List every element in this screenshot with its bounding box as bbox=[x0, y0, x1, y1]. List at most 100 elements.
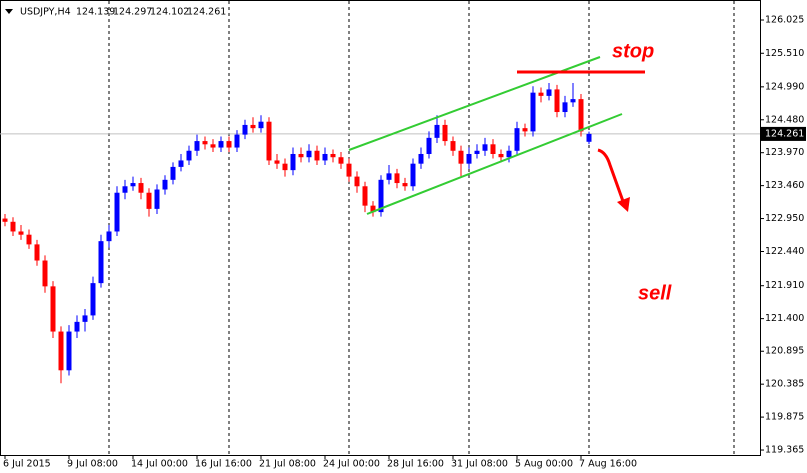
price-label: 124.261 bbox=[765, 128, 804, 139]
candle-body bbox=[2, 218, 8, 222]
candle-body bbox=[90, 283, 96, 316]
y-tick-label: 119.365 bbox=[765, 445, 804, 456]
open-value: 124.139 bbox=[76, 7, 115, 18]
candle-body bbox=[26, 234, 32, 245]
candle-body bbox=[274, 160, 280, 164]
candle-body bbox=[450, 141, 456, 151]
candle-body bbox=[290, 153, 296, 171]
candle-body bbox=[354, 176, 360, 187]
x-tick-label: 9 Jul 08:00 bbox=[67, 459, 118, 470]
x-tick-label: 5 Aug 00:00 bbox=[515, 459, 573, 470]
period-separators bbox=[108, 1, 735, 455]
candle-body bbox=[490, 144, 496, 154]
candle-body bbox=[314, 150, 320, 161]
candle-body bbox=[194, 141, 200, 151]
candle-body bbox=[418, 153, 424, 164]
candle-body bbox=[330, 153, 336, 158]
candle-body bbox=[106, 231, 112, 242]
sell-arrow bbox=[597, 148, 626, 205]
candle-body bbox=[442, 124, 448, 142]
candle-body bbox=[138, 183, 144, 193]
candle-body bbox=[578, 99, 584, 132]
low-value: 124.102 bbox=[150, 7, 189, 18]
candle-body bbox=[242, 124, 248, 135]
x-tick-label: 28 Jul 16:00 bbox=[387, 459, 444, 470]
candle-body bbox=[570, 99, 576, 103]
candle-body bbox=[370, 205, 376, 213]
candle-body bbox=[18, 231, 24, 235]
candle-body bbox=[514, 128, 520, 151]
y-tick-label: 121.400 bbox=[765, 313, 804, 324]
candle-body bbox=[474, 150, 480, 154]
candle-body bbox=[170, 166, 176, 180]
candle-body bbox=[434, 124, 440, 138]
candle-body bbox=[410, 163, 416, 187]
candle-body bbox=[42, 260, 48, 287]
candle-body bbox=[226, 141, 232, 148]
candle-body bbox=[362, 186, 368, 206]
y-tick-label: 126.025 bbox=[765, 15, 804, 26]
x-tick-label: 24 Jul 00:00 bbox=[323, 459, 380, 470]
price-label-box bbox=[761, 126, 806, 141]
candle-body bbox=[306, 150, 312, 158]
stop-label: stop bbox=[612, 40, 654, 62]
channel-lower bbox=[366, 113, 623, 215]
candle-body bbox=[378, 179, 384, 213]
candle-body bbox=[146, 192, 152, 209]
y-tick-label: 123.460 bbox=[765, 180, 804, 191]
candle-body bbox=[66, 331, 72, 371]
candle-body bbox=[282, 163, 288, 171]
candle-body bbox=[506, 150, 512, 158]
candle-body bbox=[538, 92, 544, 96]
sell-label: sell bbox=[638, 282, 672, 304]
candle-body bbox=[58, 331, 64, 371]
candle-body bbox=[322, 153, 328, 161]
candle-body bbox=[298, 153, 304, 158]
candle-body bbox=[562, 102, 568, 113]
candle-body bbox=[554, 89, 560, 113]
candle-body bbox=[186, 150, 192, 161]
candle-body bbox=[458, 150, 464, 164]
y-tick-label: 124.990 bbox=[765, 81, 804, 92]
y-tick-label: 123.970 bbox=[765, 147, 804, 158]
candle-body bbox=[162, 179, 168, 190]
y-tick-label: 120.385 bbox=[765, 379, 804, 390]
candle-body bbox=[10, 221, 16, 232]
candle-body bbox=[386, 173, 392, 180]
candle-body bbox=[50, 286, 56, 332]
candle-body bbox=[218, 141, 224, 148]
candle-body bbox=[114, 192, 120, 232]
symbol: USDJPY,H4 bbox=[20, 7, 71, 18]
candle-body bbox=[530, 92, 536, 132]
x-tick-label: 21 Jul 08:00 bbox=[259, 459, 316, 470]
candle-body bbox=[210, 144, 216, 148]
candle-body bbox=[266, 121, 272, 161]
candle-body bbox=[338, 157, 344, 164]
candles bbox=[0, 82, 760, 384]
candle-body bbox=[346, 163, 352, 177]
x-tick-label: 6 Jul 2015 bbox=[3, 459, 51, 470]
menu-dropdown[interactable] bbox=[5, 9, 13, 14]
candle-body bbox=[98, 241, 104, 284]
sell-arrowhead bbox=[617, 197, 630, 212]
candle-body bbox=[498, 153, 504, 158]
candle-body bbox=[394, 173, 400, 184]
y-tick-label: 120.895 bbox=[765, 346, 804, 357]
high-value: 124.297 bbox=[113, 7, 152, 18]
plot-frame bbox=[0, 0, 761, 456]
y-tick-label: 122.440 bbox=[765, 246, 804, 257]
candle-body bbox=[402, 183, 408, 187]
close-value: 124.261 bbox=[187, 7, 226, 18]
candle-body bbox=[202, 141, 208, 145]
y-tick-label: 122.950 bbox=[765, 213, 804, 224]
candle-body bbox=[154, 189, 160, 209]
y-tick-label: 119.875 bbox=[765, 412, 804, 423]
candle-body bbox=[250, 124, 256, 129]
candle-body bbox=[234, 134, 240, 148]
candle-body bbox=[82, 315, 88, 322]
candle-body bbox=[522, 128, 528, 132]
candle-body bbox=[546, 89, 552, 96]
x-tick-label: 14 Jul 00:00 bbox=[131, 459, 188, 470]
